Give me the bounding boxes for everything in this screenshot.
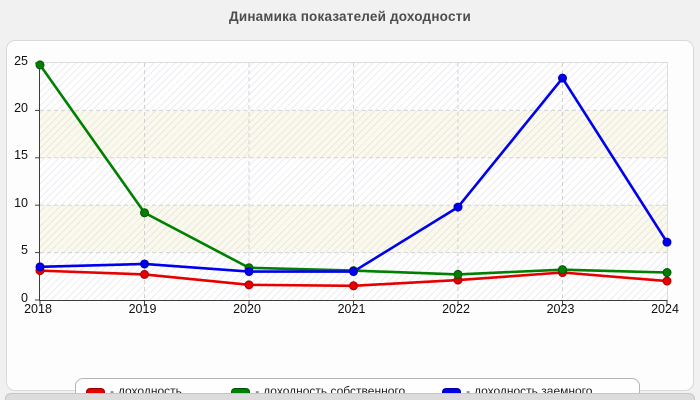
bottom-panel-edge xyxy=(5,393,695,400)
x-axis-label: 2021 xyxy=(337,302,366,316)
y-axis-label: 10 xyxy=(14,195,28,210)
chart-svg xyxy=(35,60,672,305)
x-axis-label: 2022 xyxy=(442,302,470,316)
x-axis-label: 2018 xyxy=(24,302,52,316)
x-axis-label: 2024 xyxy=(651,302,679,316)
x-axis-label: 2019 xyxy=(128,302,157,316)
legend-dash: - xyxy=(255,384,260,398)
x-axis-labels: 2018 2019 2020 2021 2022 2023 2024 xyxy=(0,302,700,318)
x-axis-label: 2020 xyxy=(233,302,261,316)
chart-panel: -доходность активов-доходность собственн… xyxy=(6,40,694,400)
y-axis-label: 0 xyxy=(21,290,28,305)
legend-dash: - xyxy=(110,384,114,398)
y-axis-label: 20 xyxy=(14,100,28,115)
y-axis-label: 5 xyxy=(21,243,28,258)
chart-title: Динамика показателей доходности xyxy=(229,9,471,24)
y-axis-labels: 0 5 10 15 20 25 xyxy=(0,54,33,305)
legend-dash: - xyxy=(466,384,471,398)
x-axis-label: 2023 xyxy=(546,302,575,316)
plot-area xyxy=(35,60,672,305)
y-axis-label: 15 xyxy=(14,148,28,163)
y-axis-label: 25 xyxy=(14,53,28,68)
